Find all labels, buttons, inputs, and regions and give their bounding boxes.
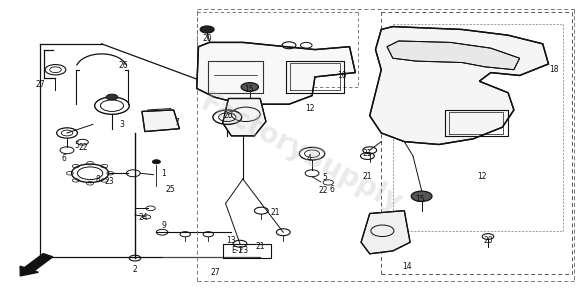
Text: 7: 7 [174, 118, 179, 127]
Text: 25: 25 [166, 185, 176, 194]
Text: 18: 18 [550, 65, 559, 74]
Text: 22: 22 [79, 143, 88, 152]
Text: 1: 1 [161, 169, 166, 178]
Text: 6: 6 [62, 154, 66, 163]
Text: 13: 13 [227, 236, 236, 245]
Circle shape [241, 83, 258, 91]
Text: 21: 21 [271, 208, 280, 216]
Text: 21: 21 [255, 242, 265, 251]
FancyArrow shape [20, 254, 53, 276]
Text: FactorySupply: FactorySupply [195, 88, 406, 218]
Text: 20: 20 [483, 236, 492, 245]
Text: 27: 27 [35, 79, 45, 89]
Text: 5: 5 [75, 141, 79, 151]
Polygon shape [361, 211, 410, 254]
Text: 20: 20 [202, 34, 212, 42]
Text: 12: 12 [306, 104, 315, 113]
Polygon shape [223, 99, 266, 136]
Polygon shape [197, 42, 355, 104]
Polygon shape [387, 41, 520, 70]
Text: 4: 4 [307, 154, 312, 163]
Text: 12: 12 [477, 172, 487, 181]
Text: 26: 26 [224, 111, 234, 120]
Text: 9: 9 [161, 221, 166, 229]
Circle shape [106, 94, 118, 100]
Text: 21: 21 [362, 172, 372, 181]
Text: 15: 15 [244, 85, 253, 94]
Text: 26: 26 [118, 61, 128, 70]
Circle shape [200, 26, 214, 33]
Text: 8: 8 [95, 175, 100, 184]
Polygon shape [370, 27, 549, 144]
Text: 10: 10 [337, 71, 347, 80]
Text: 6: 6 [330, 185, 335, 194]
Text: E-23: E-23 [231, 247, 249, 255]
Circle shape [153, 160, 161, 164]
Text: 23: 23 [104, 177, 114, 186]
Text: 22: 22 [319, 186, 328, 195]
Text: 3: 3 [119, 120, 124, 129]
Text: 14: 14 [402, 262, 412, 271]
Text: 15: 15 [416, 195, 425, 204]
Polygon shape [142, 110, 179, 131]
Text: 2: 2 [133, 265, 138, 274]
Text: 24: 24 [139, 213, 149, 222]
Text: 21: 21 [362, 149, 372, 158]
Circle shape [411, 191, 432, 201]
Text: 27: 27 [210, 268, 220, 277]
Text: 5: 5 [323, 173, 327, 182]
